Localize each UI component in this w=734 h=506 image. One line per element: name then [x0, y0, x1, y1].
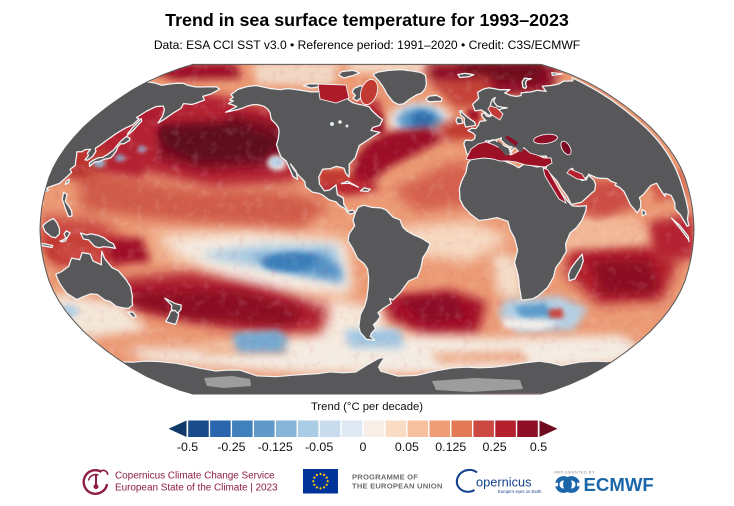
svg-text:ECMWF: ECMWF	[584, 474, 654, 495]
svg-text:opernicus: opernicus	[476, 475, 532, 490]
svg-text:THE EUROPEAN UNION: THE EUROPEAN UNION	[352, 482, 443, 491]
svg-text:-0.25: -0.25	[217, 440, 245, 454]
svg-text:0.125: 0.125	[435, 440, 466, 454]
svg-text:-0.125: -0.125	[258, 440, 293, 454]
svg-text:Data: ESA CCI SST v3.0 • Ref: Data: ESA CCI SST v3.0 • Reference perio…	[154, 38, 580, 52]
svg-text:-0.05: -0.05	[305, 440, 333, 454]
svg-text:0.25: 0.25	[483, 440, 507, 454]
svg-text:PROGRAMME OF: PROGRAMME OF	[352, 473, 418, 482]
svg-text:IMPLEMENTED BY: IMPLEMENTED BY	[554, 470, 595, 475]
svg-text:0.5: 0.5	[530, 440, 547, 454]
svg-text:0: 0	[360, 440, 367, 454]
svg-text:Trend (°C per decade): Trend (°C per decade)	[311, 401, 423, 413]
svg-text:Europe’s eyes on Earth: Europe’s eyes on Earth	[498, 489, 542, 494]
svg-text:-0.5: -0.5	[177, 440, 198, 454]
svg-text:Copernicus Climate Change Serv: Copernicus Climate Change Service	[115, 471, 275, 482]
svg-text:0.05: 0.05	[395, 440, 419, 454]
svg-text:Trend in sea surface temperatu: Trend in sea surface temperature for 199…	[165, 10, 569, 30]
svg-text:European State of the Climate: European State of the Climate | 2023	[115, 483, 278, 494]
